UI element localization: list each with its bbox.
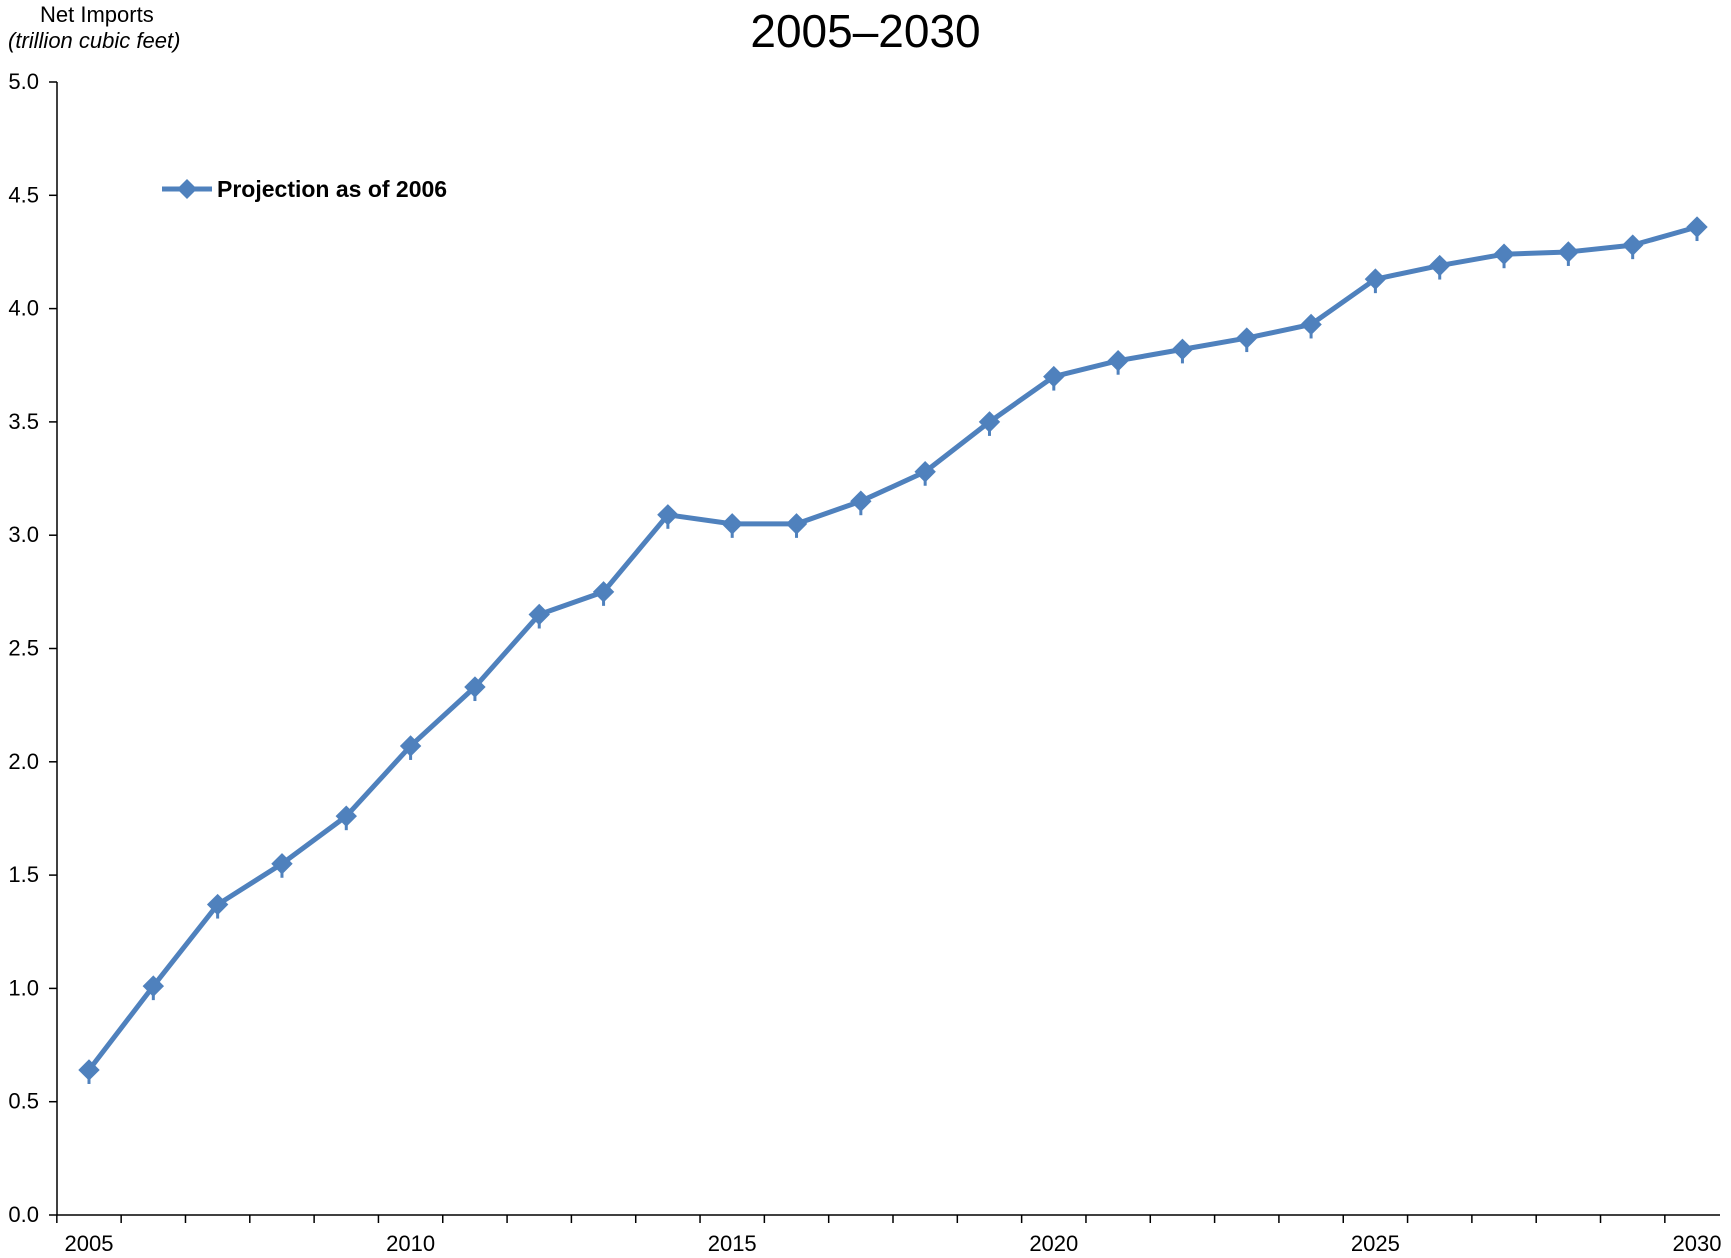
y-tick-label: 2.0 <box>8 749 39 774</box>
legend-marker <box>177 179 197 199</box>
y-tick-label: 4.5 <box>8 182 39 207</box>
y-tick-label: 1.5 <box>8 862 39 887</box>
chart-title: 2005–2030 <box>750 5 981 57</box>
x-tick-label: 2025 <box>1351 1231 1400 1256</box>
x-tick-label: 2015 <box>708 1231 757 1256</box>
y-tick-label: 0.0 <box>8 1202 39 1227</box>
x-tick-label: 2020 <box>1029 1231 1078 1256</box>
y-axis-label: Net Imports <box>40 2 154 27</box>
series-line <box>87 224 1698 1072</box>
y-tick-label: 2.5 <box>8 636 39 661</box>
y-tick-label: 1.0 <box>8 975 39 1000</box>
x-tick-label: 2010 <box>386 1231 435 1256</box>
y-tick-label: 3.5 <box>8 409 39 434</box>
y-tick-label: 3.0 <box>8 522 39 547</box>
x-tick-label: 2030 <box>1673 1231 1722 1256</box>
y-tick-label: 4.0 <box>8 296 39 321</box>
legend-label: Projection as of 2006 <box>217 176 447 202</box>
y-tick-label: 0.5 <box>8 1089 39 1114</box>
y-tick-label: 5.0 <box>8 69 39 94</box>
y-axis-unit-label: (trillion cubic feet) <box>8 28 181 53</box>
x-tick-label: 2005 <box>65 1231 114 1256</box>
